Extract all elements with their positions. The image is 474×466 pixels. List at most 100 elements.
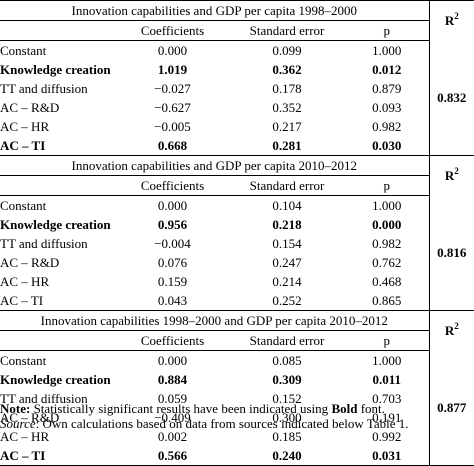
- source-label: Source: [0, 416, 36, 431]
- row-label: AC – R&D: [0, 410, 60, 425]
- coefficient-cell: 1.019: [157, 62, 188, 77]
- r2-superscript: 2: [454, 321, 459, 332]
- coefficient-cell: 0.884: [157, 372, 188, 387]
- p-value-cell: 1.000: [345, 350, 430, 370]
- row-label: TT and diffusion: [0, 391, 88, 406]
- p-value-cell: 1.000: [345, 40, 430, 60]
- table-row: Knowledge creation 0.884 0.309 0.011: [0, 370, 474, 389]
- row-label: AC – TI: [0, 136, 116, 156]
- coefficient-cell: 0.000: [116, 40, 229, 60]
- coefficient-cell: 0.159: [157, 274, 188, 289]
- table-row: Constant 0.000 0.099 1.000 0.832: [0, 40, 474, 156]
- coefficient-cell: 0.000: [116, 350, 229, 370]
- standard-error-header: Standard error: [229, 330, 345, 351]
- row-label: Knowledge creation: [0, 372, 111, 387]
- p-value-cell: 0.879: [372, 81, 402, 96]
- section-title-row: Innovation capabilities 1998–2000 and GD…: [0, 310, 474, 351]
- table-row: Knowledge creation 1.019 0.362 0.012: [0, 60, 474, 79]
- coefficient-cell: 0.566: [116, 446, 229, 466]
- blank-header-cell: [0, 330, 116, 351]
- row-label: AC – TI: [0, 291, 116, 311]
- standard-error-cell: 0.252: [229, 291, 345, 311]
- standard-error-header: Standard error: [229, 175, 345, 196]
- table-row: AC – TI 0.668 0.281 0.030: [0, 136, 474, 156]
- row-label: Constant: [0, 40, 116, 60]
- coefficient-cell: 0.956: [157, 217, 188, 232]
- p-value-cell: 0.982: [372, 119, 402, 134]
- coefficient-cell: 0.059: [157, 391, 188, 406]
- row-label: TT and diffusion: [0, 81, 88, 96]
- standard-error-cell: 0.281: [229, 136, 345, 156]
- standard-error-cell: 0.247: [272, 255, 302, 270]
- standard-error-cell: 0.154: [272, 236, 302, 251]
- column-header-row: Coefficients Standard error p: [0, 20, 474, 41]
- coefficient-cell: 0.000: [116, 195, 229, 215]
- note-text: Statistically significant results have b…: [30, 401, 332, 416]
- standard-error-cell: 0.178: [272, 81, 302, 96]
- p-value-cell: 0.011: [372, 372, 402, 387]
- table-row: TT and diffusion 0.059 0.152 0.703: [0, 389, 474, 408]
- coefficient-cell: −0.004: [154, 236, 191, 251]
- r2-header: R2: [428, 0, 474, 41]
- section-title-row: Innovation capabilities and GDP per capi…: [0, 0, 474, 41]
- row-label: Knowledge creation: [0, 217, 111, 232]
- row-label: AC – HR: [0, 119, 50, 134]
- table-row: Constant 0.000 0.085 1.000 0.877: [0, 350, 474, 466]
- coefficient-cell: −0.627: [154, 100, 191, 115]
- p-value-cell: 0.191: [372, 410, 402, 425]
- standard-error-cell: 0.362: [272, 62, 302, 77]
- p-value-cell: 0.865: [345, 291, 430, 311]
- table-notes: Note: Statistically significant results …: [0, 401, 474, 431]
- r2-label: R: [444, 168, 455, 184]
- note-end: font.: [357, 401, 385, 416]
- section-title: Innovation capabilities and GDP per capi…: [0, 0, 430, 21]
- p-value-cell: 0.703: [372, 391, 402, 406]
- coefficient-cell: −0.005: [154, 119, 191, 134]
- p-value-cell: 0.012: [372, 62, 402, 77]
- section-title-row: Innovation capabilities and GDP per capi…: [0, 155, 474, 196]
- source-line: Source: Own calculations based on data f…: [0, 416, 474, 431]
- coefficients-header: Coefficients: [116, 175, 229, 196]
- blank-header-cell: [0, 20, 116, 41]
- standard-error-cell: 0.152: [272, 391, 302, 406]
- coefficients-header: Coefficients: [116, 330, 229, 351]
- table-row: AC – TI 0.566 0.240 0.031: [0, 446, 474, 466]
- table-row: AC – TI 0.043 0.252 0.865: [0, 291, 474, 311]
- coefficient-cell: 0.043: [116, 291, 229, 311]
- standard-error-cell: 0.085: [229, 350, 345, 370]
- p-header: p: [345, 20, 430, 41]
- standard-error-cell: 0.240: [229, 446, 345, 466]
- table-row: Constant 0.000 0.104 1.000 0.816: [0, 195, 474, 311]
- p-value-cell: 0.093: [372, 100, 402, 115]
- p-value-cell: 0.468: [372, 274, 402, 289]
- row-label: Knowledge creation: [0, 62, 111, 77]
- note-bold-word: Bold: [331, 401, 358, 416]
- column-header-row: Coefficients Standard error p: [0, 175, 474, 196]
- r2-label: R: [444, 13, 455, 29]
- note-label: Note:: [0, 401, 31, 416]
- coefficient-cell: 0.668: [116, 136, 229, 156]
- table-row: AC – HR 0.159 0.214 0.468: [0, 272, 474, 291]
- r2-label: R: [444, 323, 455, 339]
- p-value-cell: 0.030: [345, 136, 430, 156]
- row-label: Constant: [0, 350, 116, 370]
- standard-error-cell: 0.217: [272, 119, 302, 134]
- standard-error-cell: 0.099: [229, 40, 345, 60]
- table-row: TT and diffusion −0.027 0.178 0.879: [0, 79, 474, 98]
- table-row: AC – R&D 0.076 0.247 0.762: [0, 253, 474, 272]
- row-label: TT and diffusion: [0, 236, 88, 251]
- row-label: Constant: [0, 195, 116, 215]
- p-value-cell: 0.031: [345, 446, 430, 466]
- column-header-row: Coefficients Standard error p: [0, 330, 474, 351]
- table-row: Knowledge creation 0.956 0.218 0.000: [0, 215, 474, 234]
- r2-value: 0.816: [428, 195, 474, 311]
- blank-header-cell: [0, 175, 116, 196]
- r2-header: R2: [428, 155, 474, 196]
- p-value-cell: 0.000: [372, 217, 402, 232]
- coefficient-cell: −0.027: [154, 81, 191, 96]
- row-label: AC – TI: [0, 446, 116, 466]
- p-value-cell: 1.000: [345, 195, 430, 215]
- standard-error-cell: 0.300: [272, 410, 302, 425]
- standard-error-cell: 0.218: [272, 217, 302, 232]
